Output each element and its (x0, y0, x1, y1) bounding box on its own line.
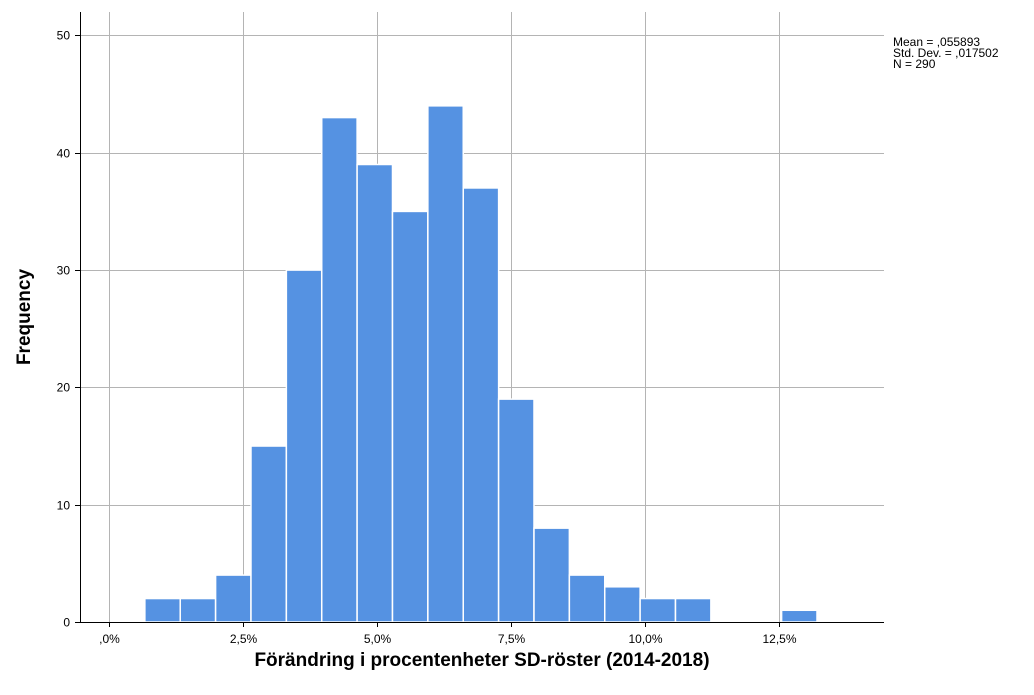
x-tick-label-5: 12,5% (762, 632, 796, 646)
histogram-bar-10 (497, 398, 535, 623)
histogram-bar-4 (285, 269, 323, 623)
histogram-bar-1 (179, 597, 217, 623)
stat-mean: Mean = ,055893 (893, 35, 981, 49)
x-tick-label-0: ,0% (99, 632, 120, 646)
y-tick-label-5: 50 (57, 29, 71, 43)
x-tick-label-4: 10,0% (628, 632, 662, 646)
histogram-bar-0 (144, 597, 181, 623)
histogram-bar-14 (639, 597, 677, 623)
tick-labels: 0 10 20 30 40 50 ,0% 2,5% 5,0% 7,5% 10,0% 12,5% (57, 29, 797, 647)
histogram-bar-7 (391, 210, 429, 623)
x-axis-title: Förändring i procentenheter SD-röster (2… (254, 650, 709, 671)
stat-std-dev: Std. Dev. = ,017502 (893, 46, 999, 60)
histogram-bar-8 (427, 105, 464, 623)
y-tick-label-0: 0 (63, 616, 70, 630)
histogram-bars (144, 105, 818, 623)
histogram-bar-18 (780, 609, 818, 623)
statistics-box: Mean = ,055893 Std. Dev. = ,017502 N = 2… (893, 35, 999, 71)
histogram-bar-13 (603, 586, 641, 623)
histogram-bar-11 (533, 527, 571, 623)
y-tick-label-1: 10 (57, 499, 71, 513)
x-tick-label-3: 7,5% (498, 632, 526, 646)
axes (75, 12, 884, 627)
y-tick-label-3: 30 (57, 264, 71, 278)
y-tick-label-2: 20 (57, 381, 71, 395)
histogram-bar-15 (674, 597, 712, 623)
histogram-bar-9 (462, 187, 500, 623)
histogram-bar-5 (320, 116, 358, 623)
histogram-bar-2 (214, 574, 252, 623)
gridlines (80, 12, 884, 622)
stat-n: N = 290 (893, 57, 936, 71)
x-tick-label-1: 2,5% (230, 632, 258, 646)
histogram-bar-12 (568, 574, 606, 623)
y-tick-label-4: 40 (57, 147, 71, 161)
histogram-bar-6 (356, 163, 394, 623)
histogram-bar-3 (250, 445, 288, 623)
y-axis-title: Frequency (14, 269, 35, 366)
x-tick-label-2: 5,0% (364, 632, 392, 646)
